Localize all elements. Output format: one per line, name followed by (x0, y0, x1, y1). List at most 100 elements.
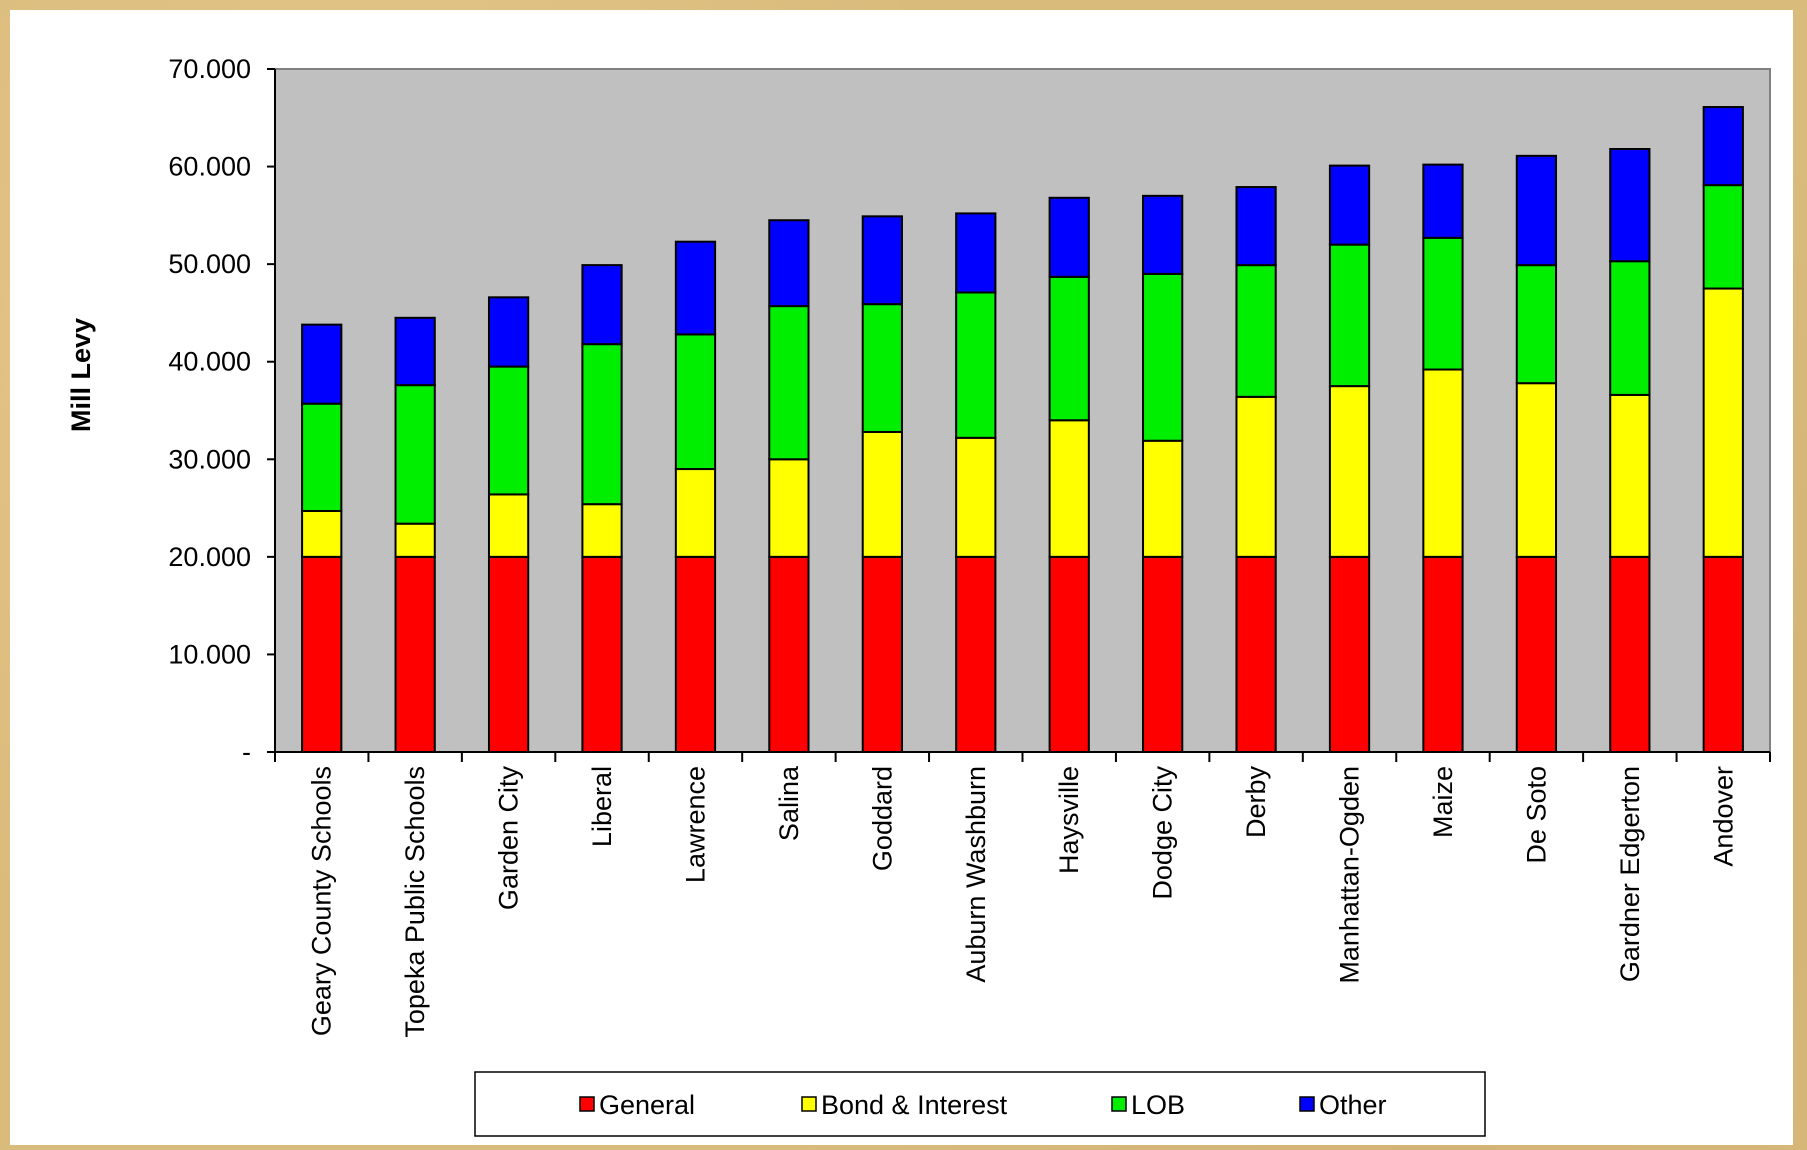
axes-group (274, 69, 1771, 762)
legend-swatch-other (1299, 1096, 1315, 1112)
x-category-label: Derby (1241, 766, 1271, 839)
legend-label-lob: LOB (1131, 1090, 1185, 1120)
y-tick-label: - (242, 737, 251, 767)
legend: General Bond & Interest LOB Other (474, 1071, 1486, 1137)
bar-segment-bond-interest-14 (1515, 382, 1558, 558)
bar-segment-other-8 (955, 212, 997, 294)
bar-segment-other-11 (1235, 186, 1277, 267)
bar-segment-bond-interest-16 (1702, 287, 1744, 558)
bar-segment-bond-interest-1 (301, 510, 343, 558)
bar-segment-lob-2 (394, 384, 436, 525)
x-category-label: Auburn Washburn (961, 766, 991, 983)
bar-segment-general-4 (581, 555, 623, 753)
x-axis-categories: Geary County Schools Topeka Public School… (307, 765, 1739, 1038)
bar-segment-lob-4 (581, 343, 623, 506)
bar-segment-bond-interest-7 (861, 430, 903, 558)
bar-segment-general-9 (1048, 555, 1090, 753)
y-tick-label: 30.000 (168, 444, 251, 474)
bar-segment-general-3 (487, 555, 530, 753)
bar-segment-other-10 (1142, 194, 1184, 275)
legend-label-other: Other (1319, 1090, 1387, 1120)
y-tick-label: 40.000 (168, 347, 251, 377)
y-tick-label: 10.000 (168, 639, 251, 669)
x-category-label: Salina (774, 765, 804, 841)
bar-segment-other-5 (674, 240, 717, 336)
bar-segment-general-8 (955, 555, 997, 753)
y-tick-label: 70.000 (168, 54, 251, 84)
chart-panel: - 10.000 20.000 30.000 40.000 50.000 60.000 70.… (10, 10, 1793, 1145)
legend-swatch-general (579, 1096, 595, 1112)
bar-segment-lob-3 (487, 365, 530, 496)
bar-segment-lob-7 (861, 303, 903, 433)
bar-segment-bond-interest-4 (581, 503, 623, 558)
bar-segment-bond-interest-6 (768, 458, 810, 558)
y-tick-label: 50.000 (168, 249, 251, 279)
x-category-label: Manhattan-Ogden (1335, 766, 1365, 984)
bar-segment-lob-1 (301, 402, 343, 513)
bar-segment-bond-interest-3 (487, 493, 530, 558)
bar-segment-lob-15 (1609, 260, 1651, 396)
bar-segment-other-1 (301, 323, 343, 405)
x-category-label: Garden City (494, 766, 524, 911)
bar-segment-bond-interest-12 (1328, 385, 1371, 558)
legend-swatch-bond-interest (801, 1096, 817, 1112)
legend-label-general: General (599, 1090, 695, 1120)
bar-segment-other-3 (487, 296, 530, 368)
bar-segment-other-15 (1609, 148, 1651, 263)
bar-segment-general-15 (1609, 555, 1651, 753)
bar-segment-general-12 (1328, 555, 1371, 753)
y-axis-ticks: - 10.000 20.000 30.000 40.000 50.000 60.000 70.… (168, 54, 275, 767)
bar-segment-general-11 (1235, 555, 1277, 753)
bar-segment-bond-interest-15 (1609, 393, 1651, 558)
y-tick-label: 20.000 (168, 542, 251, 572)
x-category-label: De Soto (1521, 766, 1551, 864)
bar-segment-general-2 (394, 555, 436, 753)
bar-segment-other-16 (1702, 106, 1744, 187)
bar-segment-lob-11 (1235, 264, 1277, 398)
bar-segment-other-6 (768, 219, 810, 308)
bar-segment-general-10 (1142, 555, 1184, 753)
y-tick-label: 60.000 (168, 152, 251, 182)
x-category-label: Lawrence (680, 766, 710, 883)
bar-segment-bond-interest-13 (1422, 368, 1464, 558)
bar-segment-other-2 (394, 316, 436, 387)
bar-segment-lob-5 (674, 333, 717, 471)
bar-segment-lob-14 (1515, 264, 1558, 385)
bar-segment-lob-6 (768, 305, 810, 461)
bar-segment-general-14 (1515, 555, 1558, 753)
x-category-label: Liberal (587, 766, 617, 847)
bar-segment-other-9 (1048, 196, 1090, 278)
bar-segment-other-7 (861, 215, 903, 306)
bar-segment-other-12 (1328, 164, 1371, 246)
bar-segment-bond-interest-2 (394, 522, 436, 558)
stacked-bar-chart: - 10.000 20.000 30.000 40.000 50.000 60.000 70.… (66, 54, 1771, 1137)
bar-segment-bond-interest-5 (674, 468, 717, 558)
bar-segment-lob-13 (1422, 236, 1464, 371)
bar-segment-bond-interest-8 (955, 436, 997, 558)
bar-segment-other-4 (581, 264, 623, 346)
x-category-label: Dodge City (1148, 766, 1178, 900)
bar-segment-lob-9 (1048, 275, 1090, 422)
bar-segment-lob-10 (1142, 272, 1184, 442)
x-category-label: Andover (1708, 766, 1738, 867)
bar-segment-lob-12 (1328, 243, 1371, 388)
x-category-label: Geary County Schools (307, 766, 337, 1036)
legend-label-bond-interest: Bond & Interest (821, 1090, 1008, 1120)
bar-segment-general-6 (768, 555, 810, 753)
bar-segment-lob-16 (1702, 184, 1744, 290)
x-category-label: Gardner Edgerton (1615, 766, 1645, 982)
bar-segment-bond-interest-10 (1142, 439, 1184, 558)
bar-segment-bond-interest-9 (1048, 419, 1090, 558)
legend-box (474, 1071, 1486, 1137)
x-category-label: Haysville (1054, 766, 1084, 874)
bars-group (301, 106, 1744, 753)
bar-segment-general-1 (301, 555, 343, 753)
x-category-label: Goddard (867, 766, 897, 871)
bar-segment-general-5 (674, 555, 717, 753)
bar-segment-lob-8 (955, 291, 997, 439)
x-category-label: Topeka Public Schools (400, 766, 430, 1038)
bar-segment-other-14 (1515, 154, 1558, 267)
y-axis-title: Mill Levy (66, 318, 96, 432)
bar-segment-general-7 (861, 555, 903, 753)
